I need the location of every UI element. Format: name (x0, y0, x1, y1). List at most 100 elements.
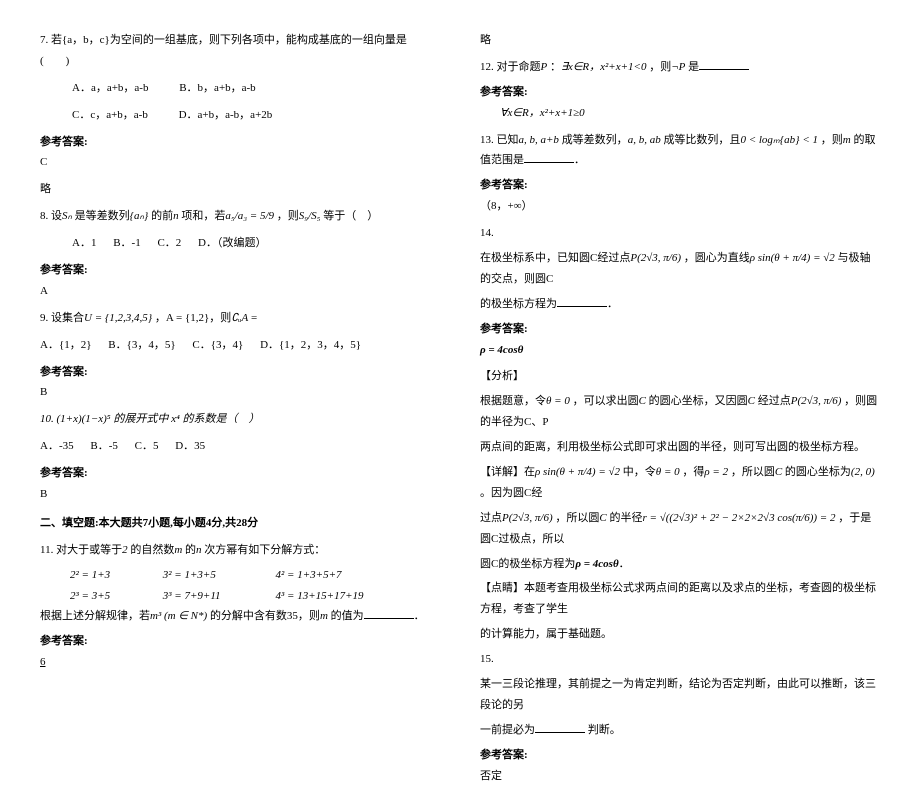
q14-a1-d: 经过点 (758, 395, 791, 407)
q14-a1-eq: θ = 0 (546, 395, 570, 407)
q8-options: A．1 B．-1 C．2 D．（改编题） (40, 233, 430, 254)
q9-stem-c: = (251, 312, 257, 324)
q10-opt-a: A．-35 (40, 436, 74, 457)
q9-opt-c: C．{3，4} (192, 335, 243, 356)
blank-q12 (699, 58, 749, 70)
q7-stem: 7. 若{a，b，c}为空间的一组基底，则下列各项中，能构成基底的一组向量是( … (40, 30, 430, 72)
q8-opt-c: C．2 (157, 233, 181, 254)
q9-stem: 9. 设集合U = {1,2,3,4,5} ，A = {1,2}，则∁ᵤA = (40, 308, 430, 329)
q8-opt-b: B．-1 (113, 233, 141, 254)
q14-a1-P: P(2√3, π/6) (791, 395, 842, 407)
q7-opt-a: A．a，a+b，a-b (72, 78, 148, 99)
q9-compl: ∁ᵤA (231, 312, 248, 324)
q14-answer-label: 参考答案: (480, 319, 880, 340)
blank-q14 (557, 295, 607, 307)
q14-d3: ，所以圆 (731, 466, 775, 478)
right-note-top: 略 (480, 30, 880, 51)
q8-stem-b: 是等差数列 (75, 210, 130, 222)
q11-tail-a: 根据上述分解规律，若 (40, 610, 150, 622)
q14-d6-P: P(2√3, π/6) (502, 512, 553, 524)
q12-stem-a: 12. 对于命题 (480, 61, 541, 73)
q14-analysis-1: 根据题意，令θ = 0 ，可以求出圆C 的圆心坐标，又因圆C 经过点P(2√3,… (480, 391, 880, 433)
q14-d-line: ρ sin(θ + π/4) = √2 (535, 466, 620, 478)
q11-answer-label: 参考答案: (40, 631, 430, 652)
q15-answer-value: 否定 (480, 766, 880, 787)
q12-stem-c: ，则 (649, 61, 671, 73)
q13-seq2: a, b, ab (628, 134, 661, 146)
q14-a1-c: 的圆心坐标，又因圆 (649, 395, 748, 407)
q8-sn: Sₙ (62, 210, 72, 222)
q8-answer-value: A (40, 281, 430, 302)
q14-stem-b: ，圆心为直线 (684, 252, 750, 264)
q8-n: n (173, 210, 179, 222)
q15-stem-a: 某一三段论推理，其前提之一为肯定判断，结论为否定判断，由此可以推断，该三段论的另 (480, 674, 880, 716)
q9-stem-b: ，A = {1,2}，则 (155, 312, 231, 324)
q12-stem-d: 是 (688, 61, 699, 73)
q8-stem: 8. 设Sₙ 是等差数列{aₙ} 的前n 项和，若a₅/a₃ = 5/9 ，则S… (40, 206, 430, 227)
q11-stem-c: 的 (185, 544, 196, 556)
q11-row1: 2² = 1+3 3² = 1+3+5 4² = 1+3+5+7 (40, 565, 430, 586)
q7-answer-value: C (40, 152, 430, 173)
q7-options-row1: A．a，a+b，a-b B．b，a+b，a-b (40, 78, 430, 99)
q11-tail-b: 的分解中含有数35，则 (210, 610, 320, 622)
q9-stem-a: 9. 设集合 (40, 312, 84, 324)
q13-seq1: a, b, a+b (519, 134, 559, 146)
q10-opt-c: C．5 (135, 436, 159, 457)
q8-stem-f: 等于（ ） (323, 210, 378, 222)
q14-stem: 在极坐标系中，已知圆C经过点P(2√3, π/6) ，圆心为直线ρ sin(θ … (480, 248, 880, 290)
q12-stem: 12. 对于命题P ：∃x∈R，x²+x+1<0 ，则¬P 是 (480, 57, 880, 78)
q10-expr: 10. (1+x)(1−x)⁵ 的展开式中 x⁴ 的系数是（ ） (40, 413, 260, 425)
left-column: 7. 若{a，b，c}为空间的一组基底，则下列各项中，能构成基底的一组向量是( … (0, 0, 460, 651)
q10-answer-label: 参考答案: (40, 463, 430, 484)
q14-d8-a: 圆C的极坐标方程为 (480, 558, 575, 570)
q14-d1: 中，令 (623, 466, 656, 478)
q10-stem: 10. (1+x)(1−x)⁵ 的展开式中 x⁴ 的系数是（ ） (40, 409, 430, 430)
blank-q13 (524, 151, 574, 163)
q14-stem-a: 在极坐标系中，已知圆C经过点 (480, 252, 630, 264)
q7-answer-label: 参考答案: (40, 132, 430, 153)
q9-answer-label: 参考答案: (40, 362, 430, 383)
q14-detail-2: 过点P(2√3, π/6) ，所以圆C 的半径r = √((2√3)² + 2²… (480, 508, 880, 550)
q14-d6-a: 过点 (480, 512, 502, 524)
q14-a1-b: ，可以求出圆 (573, 395, 639, 407)
q7-options-row2: C．c，a+b，a-b D．a+b，a-b，a+2b (40, 105, 430, 126)
q9-set-u: U = {1,2,3,4,5} (84, 312, 152, 324)
section-2-title: 二、填空题:本大题共7小题,每小题4分,共28分 (40, 513, 430, 534)
q10-opt-b: B．-5 (90, 436, 118, 457)
q9-answer-value: B (40, 382, 430, 403)
q13-cond: 0 < logₘ{ab} < 1 (740, 134, 818, 146)
q9-opt-a: A．{1，2} (40, 335, 92, 356)
q14-remark-2: 的计算能力，属于基础题。 (480, 624, 880, 645)
q14-answer-value: ρ = 4cosθ (480, 340, 880, 361)
q14-d-C: C (775, 466, 782, 478)
q11-stem-b: 的自然数 (130, 544, 174, 556)
q13-stem-c: 成等比数列，且 (663, 134, 740, 146)
q7-note: 略 (40, 179, 430, 200)
q8-frac: a₅/a₃ = 5/9 (225, 210, 274, 222)
q14-stem-d-row: 的极坐标方程为． (480, 294, 880, 315)
q11-tail: 根据上述分解规律，若m³ (m ∈ N*) 的分解中含有数35，则m 的值为． (40, 606, 430, 627)
q11-m: m (174, 544, 182, 556)
q14-d6-c: 的半径 (610, 512, 643, 524)
blank-q11 (364, 607, 414, 619)
q11-tail-m: m (320, 610, 328, 622)
q9-options: A．{1，2} B．{3，4，5} C．{3，4} D．{1，2，3，4，5} (40, 335, 430, 356)
q8-opt-a: A．1 (72, 233, 96, 254)
q13-stem-d: ，则 (821, 134, 843, 146)
q11-stem-a: 11. 对大于或等于 (40, 544, 122, 556)
q11-tail-c: 的值为 (331, 610, 364, 622)
q15-stem-c: 判断。 (588, 724, 621, 736)
q11-r2b: 3³ = 7+9+11 (163, 586, 273, 607)
q11-r2a: 2³ = 3+5 (70, 586, 160, 607)
q11-tail-expr: m³ (m ∈ N*) (150, 610, 207, 622)
q11-r1c: 4² = 1+3+5+7 (276, 569, 342, 581)
q8-stem-d: 项和，若 (181, 210, 225, 222)
q14-d-center: (2, 0) (851, 466, 875, 478)
q14-d-theta: θ = 0 (656, 466, 680, 478)
q14-d5: 。因为圆C经 (480, 487, 542, 499)
q14-d8-eq: ρ = 4cosθ (575, 558, 618, 570)
q14-detail: 【详解】在ρ sin(θ + π/4) = √2 中，令θ = 0 ，得ρ = … (480, 462, 880, 504)
q7-opt-c: C．c，a+b，a-b (72, 105, 148, 126)
q14-d-r: r = √((2√3)² + 2² − 2×2×2√3 cos(π/6)) = … (643, 512, 836, 524)
q14-num: 14. (480, 223, 880, 244)
